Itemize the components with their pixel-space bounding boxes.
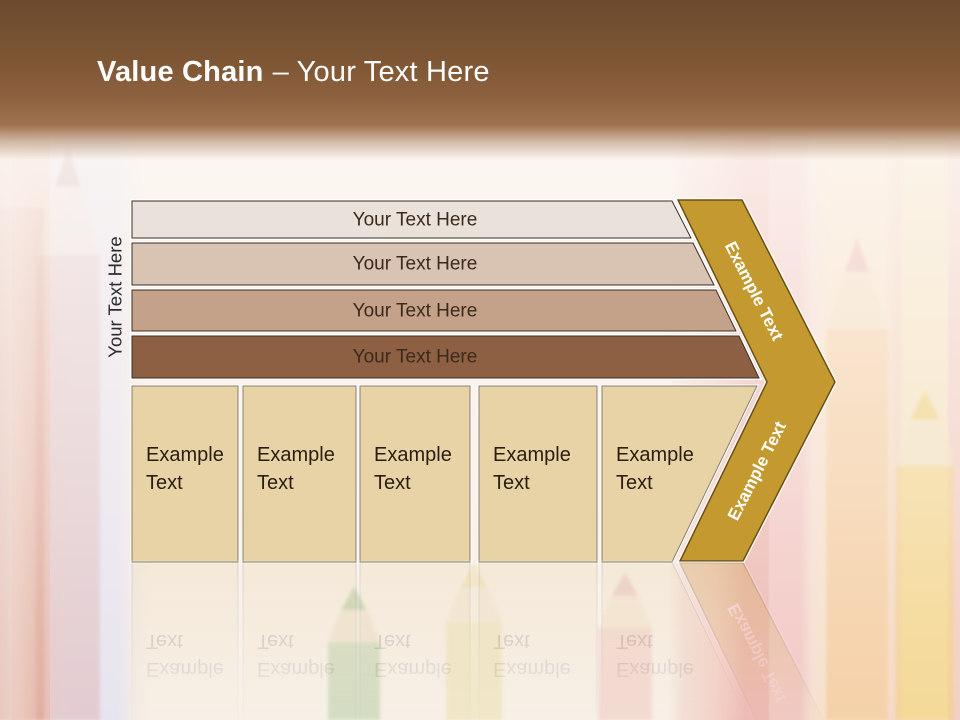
bar-label: Your Text Here xyxy=(353,254,478,275)
box-label-line1: Example xyxy=(257,444,335,466)
slide-title-keyword: Value Chain xyxy=(97,56,264,88)
box-label-line1: Example xyxy=(146,444,224,466)
example-box-5[interactable]: Example Text xyxy=(600,384,760,564)
arrow-shape xyxy=(676,199,836,562)
slide-header-band xyxy=(0,0,960,165)
box-label-line2: Text xyxy=(493,472,530,494)
box-label-line1: Example xyxy=(493,444,571,466)
box-label-line2: Text xyxy=(374,472,411,494)
box-shape xyxy=(359,385,471,563)
bar-label: Your Text Here xyxy=(353,301,478,322)
bar-shape xyxy=(131,335,760,379)
box-shape xyxy=(478,385,598,563)
slide-title[interactable]: Value Chain – Your Text Here xyxy=(97,56,490,89)
box-label-line2: Text xyxy=(257,472,294,494)
bar-shape xyxy=(131,242,715,286)
box-shape xyxy=(601,385,758,563)
example-box-4[interactable]: Example Text xyxy=(477,384,599,564)
bar-label: Your Text Here xyxy=(353,347,478,368)
bar-shape xyxy=(131,200,692,239)
bar-row-4[interactable]: Your Text Here xyxy=(130,334,763,380)
box-label-line1: Example xyxy=(374,444,452,466)
side-vertical-label[interactable]: Your Text Here xyxy=(105,236,126,357)
bar-label: Your Text Here xyxy=(353,210,478,231)
box-label-line2: Text xyxy=(616,472,653,494)
example-box-1[interactable]: Example Text xyxy=(130,384,240,564)
slide-title-subtitle: – Your Text Here xyxy=(272,56,490,88)
box-shape xyxy=(242,385,357,563)
bar-row-2[interactable]: Your Text Here xyxy=(130,241,718,287)
box-label-line1: Example xyxy=(616,444,694,466)
bar-shape xyxy=(131,289,737,332)
example-box-2[interactable]: Example Text xyxy=(241,384,358,564)
bar-row-1[interactable]: Your Text Here xyxy=(130,199,695,240)
box-label-line2: Text xyxy=(146,472,183,494)
bar-row-3[interactable]: Your Text Here xyxy=(130,288,740,333)
example-box-3[interactable]: Example Text xyxy=(358,384,472,564)
chevron-arrow[interactable]: Example Text Example Text xyxy=(674,198,838,563)
box-shape xyxy=(131,385,239,563)
